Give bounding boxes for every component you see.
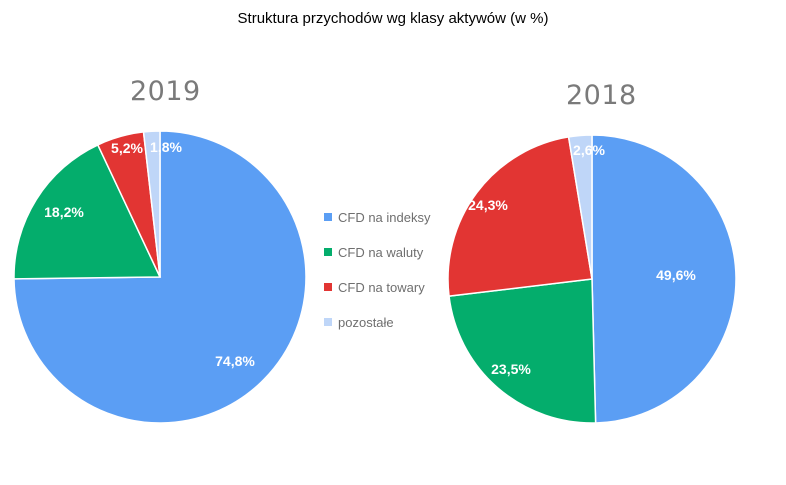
slice-label-cfd-waluty-2019: 18,2% [44, 204, 84, 220]
pie-title-2018: 2018 [566, 80, 637, 111]
slice-label-cfd-towary-2018: 24,3% [468, 197, 508, 213]
legend-swatch-cfd-indeksy [324, 213, 332, 221]
legend: CFD na indeksy CFD na waluty CFD na towa… [324, 208, 430, 348]
pie-slice-cfd-waluty-2019 [13, 143, 162, 280]
pie-title-2019: 2019 [130, 76, 201, 107]
legend-item-cfd-towary: CFD na towary [324, 278, 430, 296]
slice-label-cfd-indeksy-2018: 49,6% [656, 267, 696, 283]
slice-label-cfd-waluty-2018: 23,5% [491, 361, 531, 377]
slice-label-cfd-towary-2019: 5,2% [111, 140, 143, 156]
legend-label: CFD na indeksy [338, 209, 431, 225]
legend-label: CFD na waluty [338, 244, 424, 260]
pie-2018: 49,6% 23,5% 24,3% 2,6% [447, 134, 737, 424]
pie-slice-cfd-towary-2018 [447, 136, 593, 297]
legend-item-cfd-waluty: CFD na waluty [324, 243, 430, 261]
slice-label-pozostale-2018: 2,6% [573, 142, 605, 158]
legend-label: pozostałe [338, 314, 394, 330]
slice-label-cfd-indeksy-2019: 74,8% [215, 353, 255, 369]
legend-item-pozostale: pozostałe [324, 313, 430, 331]
pie-slice-cfd-waluty-2018 [448, 278, 597, 424]
legend-item-cfd-indeksy: CFD na indeksy [324, 208, 430, 226]
legend-swatch-cfd-waluty [324, 248, 332, 256]
pie-slice-pozostale-2019 [142, 130, 161, 278]
legend-label: CFD na towary [338, 279, 425, 295]
slice-label-pozostale-2019: 1,8% [150, 139, 182, 155]
legend-swatch-pozostale [324, 318, 332, 326]
legend-swatch-cfd-towary [324, 283, 332, 291]
pie-slice-pozostale-2018 [567, 134, 593, 280]
pie-2019: 74,8% 18,2% 5,2% 1,8% [13, 130, 307, 424]
pie-slice-cfd-indeksy-2018 [591, 134, 737, 424]
chart-title: Struktura przychodów wg klasy aktywów (w… [237, 10, 549, 27]
